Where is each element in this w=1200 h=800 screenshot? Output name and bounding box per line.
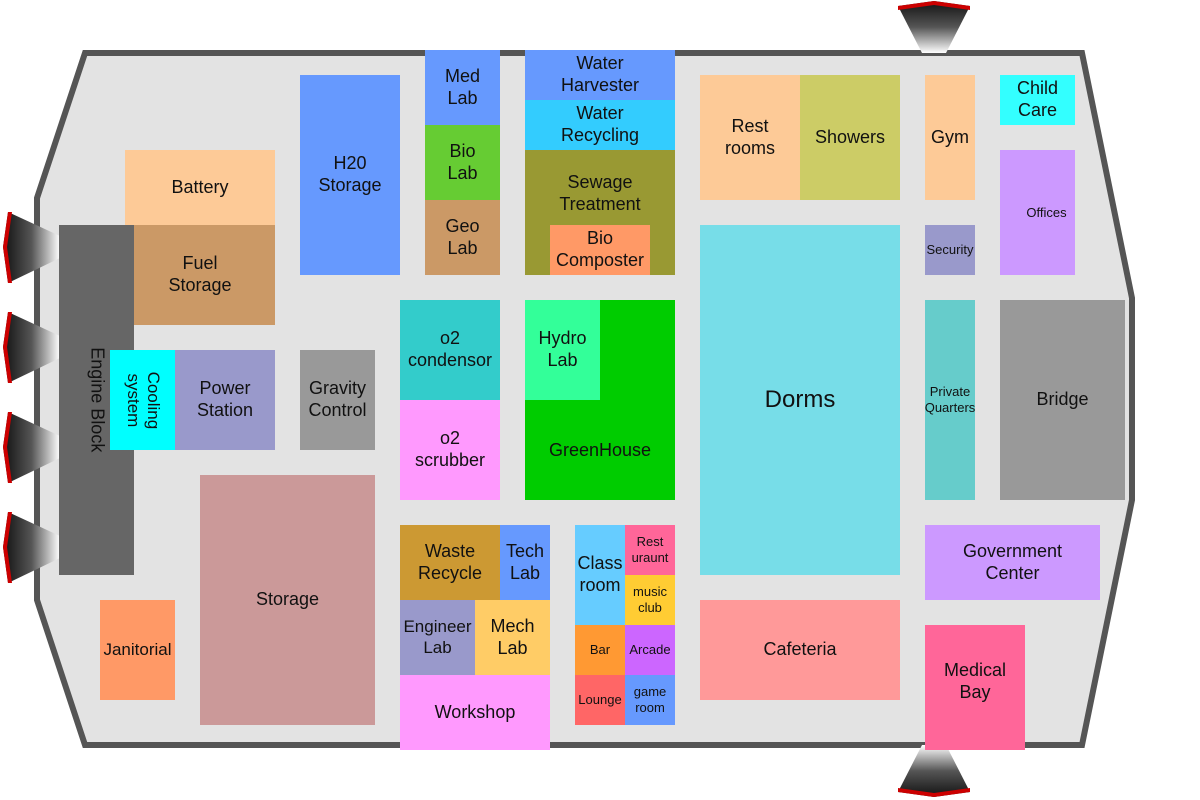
room-fuel-storage: Fuel Storage — [125, 225, 275, 325]
room-storage: Storage — [200, 475, 375, 725]
room-bio-composter: Bio Composter — [550, 225, 650, 275]
room-med-lab: Med Lab — [425, 50, 500, 125]
thruster-2 — [3, 312, 60, 383]
room-security: Security — [925, 225, 975, 275]
thruster-4 — [3, 512, 60, 583]
room-offices: Offices — [1000, 150, 1075, 275]
room-o2-condensor: o2 condensor — [400, 300, 500, 400]
room-showers: Showers — [800, 75, 900, 200]
room-cafeteria: Cafeteria — [700, 600, 900, 700]
room-water-recycling: Water Recycling — [525, 100, 675, 150]
room-battery: Battery — [125, 150, 275, 225]
thruster-bottom — [898, 745, 970, 797]
room-water-harvester: Water Harvester — [525, 50, 675, 100]
room-waste-recycle: Waste Recycle — [400, 525, 500, 600]
room-dorms: Dorms — [700, 225, 900, 575]
room-janitorial: Janitorial — [100, 600, 175, 700]
room-tech-lab: Tech Lab — [500, 525, 550, 600]
room-hydro-lab: Hydro Lab — [525, 300, 600, 400]
room-restaurant: Rest uraunt — [625, 525, 675, 575]
room-child-care: Child Care — [1000, 75, 1075, 125]
room-restrooms: Rest rooms — [700, 75, 800, 200]
room-geo-lab: Geo Lab — [425, 200, 500, 275]
thruster-3 — [3, 412, 60, 483]
room-o2-scrubber: o2 scrubber — [400, 400, 500, 500]
room-private-quarters: Private Quarters — [925, 300, 975, 500]
room-bar: Bar — [575, 625, 625, 675]
room-government-center: Government Center — [925, 525, 1100, 600]
room-bridge: Bridge — [1000, 300, 1125, 500]
room-class-room: Class room — [575, 525, 625, 625]
room-workshop: Workshop — [400, 675, 550, 750]
room-game-room: game room — [625, 675, 675, 725]
engine-thrusters — [3, 212, 60, 583]
room-music-club: music club — [625, 575, 675, 625]
room-cooling-system: Cooling system — [110, 350, 175, 450]
room-lounge: Lounge — [575, 675, 625, 725]
room-bio-lab: Bio Lab — [425, 125, 500, 200]
room-medical-bay: Medical Bay — [925, 625, 1025, 750]
room-mech-lab: Mech Lab — [475, 600, 550, 675]
room-engineer-lab: Engineer Lab — [400, 600, 475, 675]
room-gym: Gym — [925, 75, 975, 200]
room-power-station: Power Station — [175, 350, 275, 450]
room-h20-storage: H20 Storage — [300, 75, 400, 275]
room-arcade: Arcade — [625, 625, 675, 675]
room-gravity-control: Gravity Control — [300, 350, 375, 450]
thruster-top — [898, 1, 970, 53]
thruster-1 — [3, 212, 60, 283]
